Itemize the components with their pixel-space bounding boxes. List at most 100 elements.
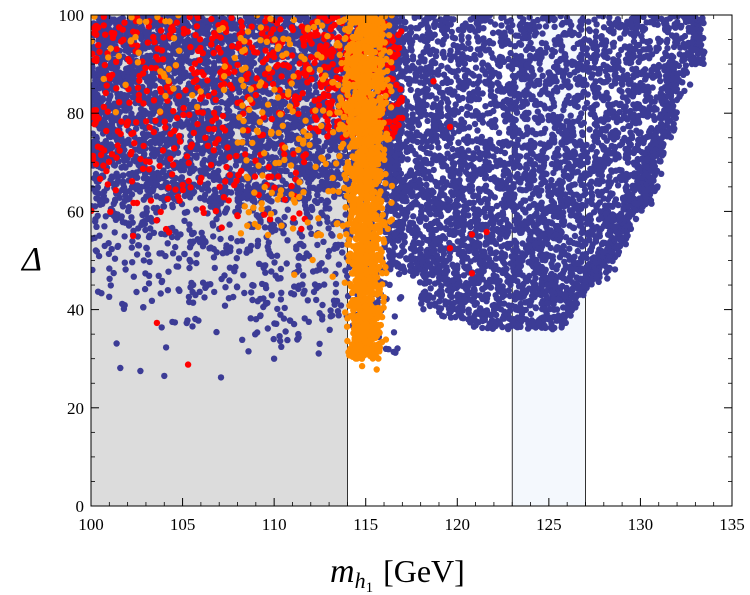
blue-point [133,251,141,258]
blue-point [148,79,156,87]
blue-point [155,272,162,279]
blue-point [268,292,275,299]
blue-point [188,230,196,238]
blue-point [342,267,349,274]
blue-point [181,209,189,216]
blue-point [303,210,311,217]
blue-point [291,283,298,290]
blue-point [293,243,300,250]
blue-point [231,268,238,275]
blue-point [177,231,184,238]
blue-point [278,343,285,350]
blue-point [308,230,315,237]
blue-point [333,297,340,305]
blue-point [106,275,113,282]
blue-point [257,143,264,150]
blue-point [280,230,287,237]
blue-point [226,221,233,228]
blue-point [141,285,149,293]
blue-point [386,281,393,288]
blue-point [125,222,133,229]
blue-point [334,308,342,315]
blue-point [262,269,269,276]
blue-point [147,139,154,146]
blue-point [175,255,183,262]
blue-point [316,310,323,317]
blue-point [193,206,200,213]
blue-point [300,272,307,279]
blue-point [283,260,290,267]
blue-point [309,268,317,275]
blue-point [314,241,321,249]
blue-point [466,104,474,112]
blue-point [312,141,319,148]
blue-point [318,209,325,216]
blue-point [111,180,118,187]
blue-point [150,204,157,212]
blue-point [252,331,259,338]
blue-point [311,197,319,205]
blue-point [258,64,265,72]
blue-point [204,24,212,31]
blue-point [94,212,101,219]
blue-point [231,76,239,84]
blue-point [288,131,295,138]
blue-point [176,287,183,294]
blue-point [195,136,202,144]
blue-point [339,249,346,256]
blue-point [288,124,295,131]
blue-point [301,287,308,294]
blue-point [310,288,318,296]
blue-point [325,247,333,255]
blue-point [193,251,200,258]
blue-point [233,255,240,262]
blue-point [189,288,196,296]
blue-point [202,239,209,246]
blue-point [210,233,217,240]
blue-point [202,99,209,106]
blue-point [129,237,136,245]
blue-point [119,300,126,308]
blue-point [181,217,188,224]
blue-point [332,289,339,296]
blue-point [119,178,127,185]
blue-point [128,244,135,251]
blue-point [515,32,522,39]
blue-point [332,241,339,249]
blue-point [313,89,320,96]
blue-point [142,134,149,141]
blue-point [181,69,188,76]
blue-point [274,122,281,129]
blue-point [424,117,431,125]
blue-point [111,198,119,205]
blue-point [108,245,115,253]
blue-point [105,250,113,258]
blue-point [143,181,150,188]
blue-point [165,268,172,275]
blue-point [143,244,150,251]
blue-point [95,66,102,73]
blue-point [241,289,248,297]
blue-point [284,71,291,78]
blue-point [169,250,177,257]
blue-point [106,293,113,300]
blue-point [205,187,212,194]
blue-point [277,265,285,273]
blue-point [224,49,231,57]
blue-point [186,221,193,228]
blue-point [264,243,271,250]
blue-point [142,270,149,277]
blue-point [164,240,171,247]
blue-point [106,265,113,272]
blue-point [273,252,281,259]
blue-point [133,288,140,296]
blue-point [274,275,282,282]
blue-point [92,218,99,225]
blue-point [193,259,200,267]
blue-point [102,213,110,220]
blue-point [169,318,176,326]
blue-point [247,54,254,61]
blue-point [128,184,136,191]
blue-point [96,232,103,239]
blue-point [395,270,403,278]
